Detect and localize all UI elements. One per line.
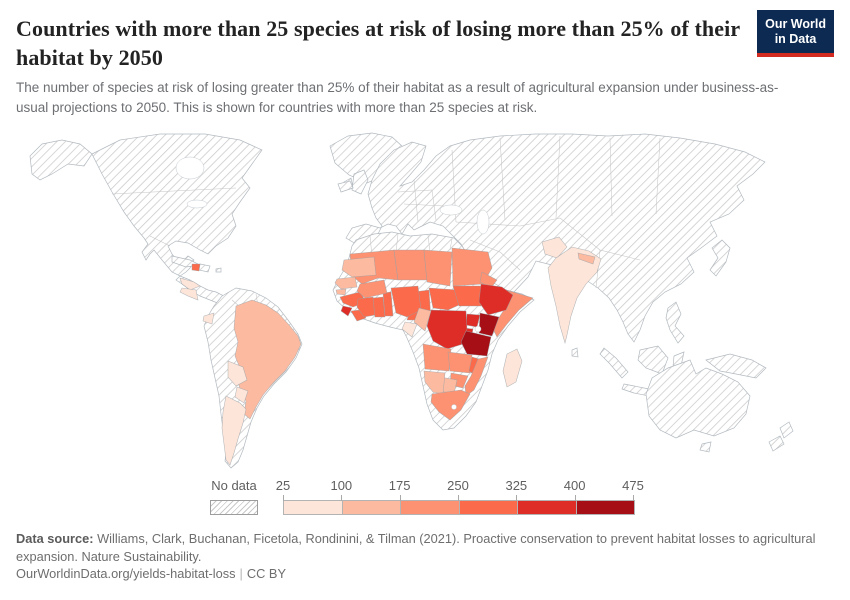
hudson-bay — [175, 156, 205, 180]
island-sumatra — [599, 347, 629, 379]
country-paraguay[interactable] — [234, 386, 249, 404]
country-ghana[interactable] — [372, 296, 386, 318]
country-zambia[interactable] — [447, 351, 473, 374]
island-japan — [709, 239, 731, 277]
island-borneo — [637, 345, 669, 375]
legend-bin-250-325[interactable] — [459, 501, 518, 514]
chart-subtitle: The number of species at risk of losing … — [16, 80, 779, 115]
country-argentina[interactable] — [221, 395, 247, 466]
citation-license: CC BY — [246, 566, 286, 581]
country-haiti[interactable] — [191, 263, 201, 272]
landmass-australia — [645, 359, 751, 439]
legend-tick-mark — [283, 495, 284, 501]
lake-victoria — [474, 325, 482, 333]
country-ecuador[interactable] — [202, 312, 215, 325]
legend-tick-mark — [574, 495, 576, 501]
legend-bin-100-175[interactable] — [342, 501, 401, 514]
country-guinea-bissau[interactable] — [335, 288, 347, 296]
country-pakistan[interactable] — [541, 236, 568, 259]
island-dominican-republic — [198, 263, 211, 273]
legend-bin-325-400[interactable] — [518, 501, 577, 514]
island-iceland — [337, 180, 354, 193]
data-source-text: Williams, Clark, Buchanan, Ficetola, Ron… — [16, 531, 816, 565]
country-liberia[interactable] — [350, 309, 367, 322]
lakes — [175, 156, 490, 235]
island-new-zealand-south — [768, 435, 785, 452]
legend-tick-mark — [341, 495, 343, 501]
country-nigeria[interactable] — [390, 285, 422, 318]
legend-bin-175-250[interactable] — [401, 501, 460, 514]
legend-no-data-label: No data — [211, 478, 257, 493]
owid-logo-line2: in Data — [774, 32, 817, 46]
island-sri-lanka — [571, 347, 579, 358]
data-source-note: Data source: Williams, Clark, Buchanan, … — [16, 530, 834, 566]
island-new-zealand-north — [779, 421, 794, 439]
country-gabon[interactable] — [401, 321, 418, 338]
country-nepal[interactable] — [577, 252, 596, 265]
country-sierra-leone[interactable] — [340, 305, 353, 317]
country-niger[interactable] — [393, 249, 428, 281]
legend-bin-400-475[interactable] — [576, 501, 634, 514]
country-cote-divoire[interactable] — [356, 296, 376, 318]
country-senegal[interactable] — [334, 276, 358, 290]
country-chad[interactable] — [423, 249, 453, 287]
landmass-alaska — [29, 139, 93, 181]
country-congo[interactable] — [413, 307, 432, 332]
legend-tick-label: 25 — [275, 478, 291, 493]
country-ethiopia[interactable] — [478, 283, 514, 316]
island-great-britain — [351, 169, 369, 195]
country-tanzania[interactable] — [460, 330, 492, 357]
country-angola[interactable] — [422, 343, 452, 372]
owid-logo-line1: Our World — [765, 17, 826, 31]
country-central-african-republic[interactable] — [428, 287, 460, 311]
country-togo-benin[interactable] — [382, 291, 394, 317]
citation-url: OurWorldinData.org/yields-habitat-loss — [16, 566, 236, 581]
country-brazil[interactable] — [233, 299, 302, 420]
legend-bar[interactable] — [283, 500, 635, 515]
legend-tick-label: 400 — [563, 478, 586, 493]
legend-tick-label: 175 — [388, 478, 411, 493]
lakes-over — [451, 325, 482, 410]
island-puerto-rico — [215, 267, 222, 273]
country-dr-congo[interactable] — [426, 309, 468, 350]
country-honduras[interactable] — [179, 277, 201, 291]
landmass-north-america — [91, 133, 263, 277]
caspian-sea — [476, 209, 490, 235]
data-source-label: Data source: — [16, 531, 94, 546]
legend-bin-25-100[interactable] — [284, 501, 343, 514]
owid-logo[interactable]: Our World in Data — [757, 10, 834, 57]
country-nicaragua[interactable] — [179, 287, 199, 301]
island-tasmania — [699, 441, 712, 453]
lesotho-enclave — [451, 404, 457, 410]
country-india[interactable] — [547, 246, 602, 345]
world-choropleth-map — [29, 132, 794, 469]
country-mauritania[interactable] — [341, 256, 377, 278]
choropleth-countries — [179, 236, 602, 466]
citation-line: OurWorldinData.org/yields-habitat-loss | C… — [16, 566, 286, 581]
legend-tick-label: 250 — [447, 478, 469, 493]
country-south-africa[interactable] — [430, 389, 471, 421]
black-sea — [439, 204, 463, 216]
legend-color-scale[interactable]: 25 100 175 250 325 400 475 — [276, 478, 644, 515]
country-bolivia[interactable] — [227, 360, 248, 387]
legend-tick-label: 100 — [330, 478, 353, 493]
legend-tick-mark — [399, 495, 401, 501]
page-title: Countries with more than 25 species at r… — [16, 16, 740, 71]
country-madagascar[interactable] — [502, 348, 523, 388]
legend-tick-mark — [516, 495, 518, 501]
island-new-guinea — [705, 353, 767, 379]
legend-tick-mark — [633, 495, 634, 501]
great-lakes — [186, 199, 208, 209]
legend-no-data[interactable]: No data — [204, 478, 264, 515]
island-philippines — [665, 301, 685, 344]
country-south-sudan[interactable] — [452, 285, 484, 307]
legend-tick-label: 475 — [622, 478, 644, 493]
citation-separator: | — [239, 566, 243, 581]
legend-no-data-swatch[interactable] — [210, 500, 258, 515]
country-burkina-faso[interactable] — [356, 279, 388, 299]
legend-tick-mark — [458, 495, 459, 501]
country-mozambique[interactable] — [464, 356, 489, 397]
legend-tick-label: 325 — [505, 478, 528, 493]
